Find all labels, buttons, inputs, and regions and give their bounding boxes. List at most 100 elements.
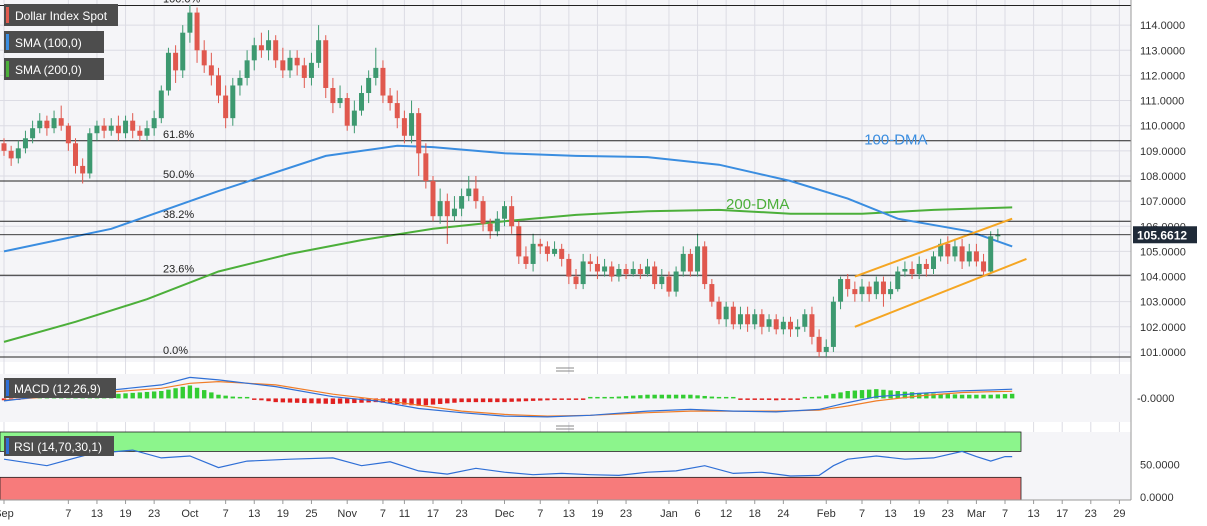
legend-macd[interactable]: MACD (12,26,9) [4, 378, 116, 398]
macd-histogram-bar [523, 398, 529, 402]
candle [745, 306, 751, 332]
macd-histogram-bar [345, 398, 350, 404]
macd-histogram-bar [988, 394, 993, 399]
candle [123, 115, 129, 139]
candle-body [44, 120, 50, 129]
macd-histogram-bar [709, 396, 715, 399]
candle [230, 77, 236, 126]
candle [173, 45, 179, 83]
candle [316, 25, 322, 68]
candle-body [981, 261, 987, 272]
legend-sma200-box [4, 58, 104, 80]
candle [244, 50, 250, 86]
candle [931, 251, 936, 275]
panel-splitter-2[interactable] [556, 425, 574, 430]
macd-histogram-bar [866, 389, 872, 399]
candle-body [673, 271, 679, 292]
candle-body [280, 60, 286, 71]
macd-histogram-bar [967, 394, 972, 399]
candle-body [766, 319, 772, 327]
legend-symbol[interactable]: Dollar Index Spot [4, 4, 118, 26]
legend-rsi[interactable]: RSI (14,70,30,1) [4, 436, 114, 456]
last-price-tag: 105.6612 [1133, 226, 1197, 244]
candle [158, 85, 164, 124]
candle-body [251, 45, 257, 61]
macd-histogram-bar [824, 395, 829, 399]
candle-body [137, 130, 143, 136]
candle-body [709, 284, 715, 302]
macd-histogram-bar [959, 394, 965, 399]
macd-histogram-bar [788, 398, 793, 400]
candle-body [337, 98, 343, 104]
candle-body [423, 153, 429, 181]
macd-histogram-bar [151, 391, 157, 399]
macd-histogram-bar [631, 395, 636, 399]
candle [823, 339, 829, 357]
macd-histogram-bar [502, 398, 507, 403]
panel-splitter-1[interactable] [556, 367, 574, 372]
time-tick-label: 19 [277, 508, 289, 520]
fib-label: 23.6% [163, 263, 194, 275]
candle-body [623, 268, 629, 275]
candle-body [966, 251, 972, 262]
candle-body [201, 50, 207, 66]
candlesticks [1, 5, 1001, 357]
candle-body [552, 248, 558, 254]
macd-histogram-bar [645, 394, 650, 399]
candle-body [416, 113, 422, 154]
candle-body [687, 253, 693, 272]
macd-histogram-bar [845, 391, 850, 399]
time-tick-label: 19 [119, 508, 131, 520]
macd-histogram-bar [731, 396, 736, 399]
candle-body [695, 246, 701, 272]
candle-body [394, 103, 400, 119]
macd-histogram-bar [244, 396, 250, 399]
legend-sma200[interactable]: SMA (200,0) [4, 58, 104, 80]
candle [866, 281, 872, 302]
candle [151, 110, 157, 136]
candle-body [258, 45, 264, 51]
candle [223, 85, 229, 129]
macd-histogram-bar [402, 398, 407, 405]
time-tick-label: 23 [1085, 508, 1097, 520]
macd-histogram-bar [352, 398, 357, 404]
macd-histogram-bar [795, 398, 800, 400]
candle [981, 253, 987, 277]
candle-body [401, 118, 407, 136]
candle [108, 118, 114, 136]
macd-histogram-bar [723, 396, 729, 399]
macd-histogram-bar [702, 395, 707, 399]
macd-histogram-bar [909, 392, 915, 399]
candle [637, 263, 643, 280]
candle-body [938, 243, 944, 257]
legend-sma100[interactable]: SMA (100,0) [4, 31, 104, 53]
candle-body [409, 113, 415, 136]
candle-body [909, 268, 915, 275]
candle [94, 120, 100, 141]
fibonacci-levels: 100.0% 61.8% 50.0% 38.2% 23.6% 0.0% [0, 0, 1131, 358]
macd-histogram-bar [216, 394, 221, 399]
candle [573, 268, 579, 290]
candle-body [859, 286, 865, 295]
macd-histogram-bar [409, 398, 414, 406]
candle-body [294, 57, 300, 66]
candle [952, 238, 958, 262]
macd-histogram-bar [423, 398, 429, 406]
candle-body [451, 208, 457, 217]
legend-sma200-label: SMA (200,0) [15, 63, 82, 77]
candle [301, 57, 307, 88]
candle [416, 108, 422, 176]
candle-body [151, 118, 157, 129]
channel-line-0 [854, 217, 1013, 278]
candle [966, 243, 972, 267]
candle-body [959, 246, 965, 262]
candle [387, 87, 393, 111]
candle [494, 211, 500, 237]
price-panel: 100.0% 61.8% 50.0% 38.2% 23.6% 0.0% 100-DMA 2… [0, 0, 1197, 500]
candle [430, 175, 436, 222]
macd-histogram-bar [516, 398, 521, 402]
fib-label: 100.0% [163, 0, 201, 6]
candle [759, 309, 765, 335]
candle-body [838, 279, 844, 302]
candle [873, 276, 879, 300]
